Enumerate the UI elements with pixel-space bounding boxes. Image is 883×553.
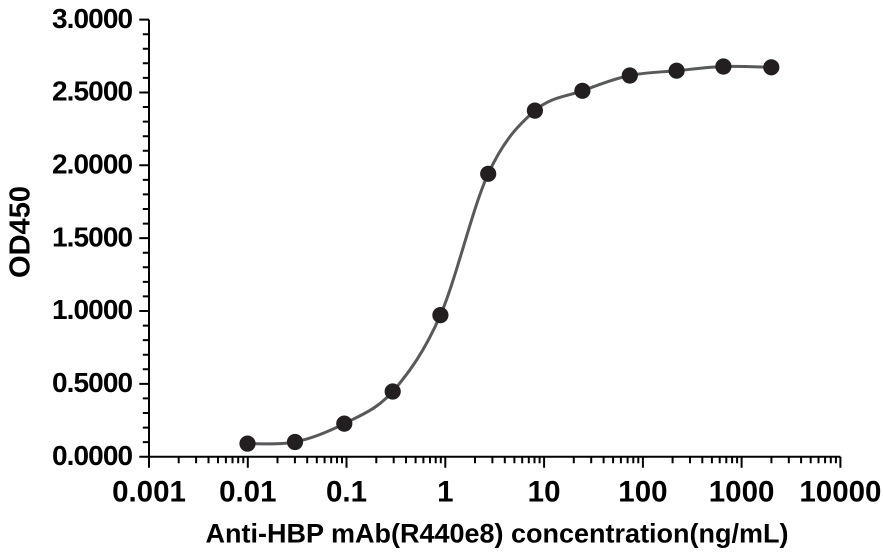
svg-text:0.01: 0.01	[219, 476, 276, 509]
svg-text:3.0000: 3.0000	[52, 3, 133, 34]
svg-text:0.1: 0.1	[326, 476, 367, 509]
svg-text:0.001: 0.001	[112, 476, 186, 509]
svg-text:1.0000: 1.0000	[52, 294, 133, 325]
svg-text:10: 10	[528, 476, 561, 509]
svg-text:OD450: OD450	[5, 186, 37, 278]
svg-text:2.0000: 2.0000	[52, 149, 133, 180]
svg-text:2.5000: 2.5000	[52, 76, 133, 107]
svg-text:1000: 1000	[709, 476, 775, 509]
svg-text:0.0000: 0.0000	[52, 440, 133, 471]
svg-text:1: 1	[437, 476, 453, 509]
svg-text:10000: 10000	[799, 476, 881, 509]
svg-text:1.5000: 1.5000	[52, 221, 133, 252]
svg-text:0.5000: 0.5000	[52, 367, 133, 398]
svg-text:100: 100	[618, 476, 667, 509]
svg-text:Anti-HBP mAb(R440e8) concentra: Anti-HBP mAb(R440e8) concentration(ng/mL…	[205, 519, 788, 549]
